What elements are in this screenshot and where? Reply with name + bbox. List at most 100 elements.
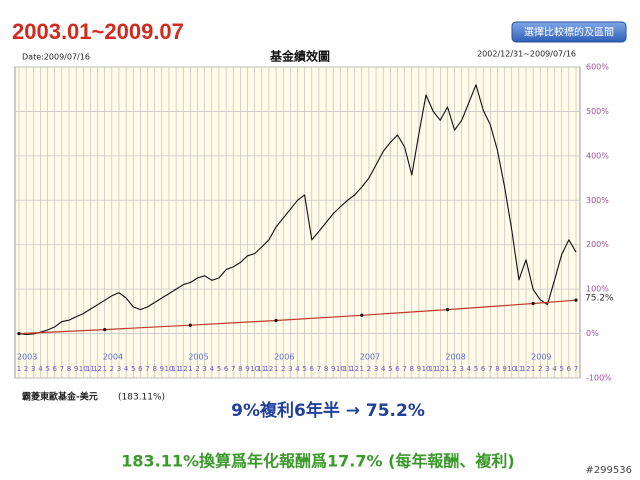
x-month-label: 4 [124,365,129,373]
x-month-label: 9 [245,365,249,373]
x-month-label: 8 [324,365,328,373]
x-month-label: 1 [531,365,535,373]
reference-point [103,327,107,332]
x-month-label: 4 [467,365,472,373]
x-month-label: 4 [295,365,300,373]
x-month-label: 10 [79,365,88,373]
x-month-label: 1 [102,365,106,373]
x-month-label: 7 [60,365,64,373]
x-month-label: 6 [224,365,229,373]
note: 183.11%換算爲年化報酬爲17.7% (每年報酬、複利) [121,452,514,471]
x-month-label: 10 [507,365,516,373]
reference-point [17,331,21,336]
y-tick-label: 600% [586,63,609,72]
x-year-label: 2004 [103,353,123,362]
x-month-label: 10 [250,365,259,373]
x-month-label: 7 [145,365,149,373]
x-month-label: 5 [559,365,563,373]
x-month-label: 2 [538,365,542,373]
x-year-label: 2005 [188,353,208,362]
x-month-label: 3 [374,365,378,373]
x-month-label: 9 [417,365,421,373]
reference-point [445,308,450,312]
x-month-label: 3 [288,365,292,373]
value-label: 75.2% [585,294,614,304]
x-month-label: 6 [567,365,572,373]
x-month-label: 2 [452,365,456,373]
x-month-label: 5 [474,365,478,373]
x-month-label: 11 [514,365,523,373]
reference-point [188,323,192,327]
x-month-label: 2 [24,365,28,373]
x-month-label: 1 [445,365,449,373]
reference-line [18,299,577,335]
compare-button[interactable] [511,21,627,43]
reference-point [274,318,278,323]
x-month-label: 5 [217,365,221,373]
legend-total: (183.11%) [118,393,165,403]
x-month-label: 2 [281,365,285,373]
compare-button-label[interactable]: 選擇比較標的及區間 [524,26,614,39]
x-month-label: 5 [388,365,392,373]
x-month-label: 1 [274,365,278,373]
x-month-label: 11 [172,365,181,373]
note: 9%複利6年半 → 75.2% [231,400,425,421]
x-month-label: 3 [117,365,121,373]
x-month-label: 9 [160,365,164,373]
x-month-label: 8 [495,365,499,373]
x-month-label: 3 [460,365,464,373]
x-month-label: 6 [310,365,315,373]
x-month-label: 12 [436,365,445,373]
x-month-label: 11 [257,365,266,373]
x-month-label: 8 [238,365,242,373]
x-month-label: 12 [350,365,359,373]
x-month-label: 3 [202,365,206,373]
x-month-label: 2 [110,365,114,373]
x-month-label: 3 [545,365,549,373]
reference-point [531,301,535,306]
x-month-label: 12 [264,365,273,373]
x-month-label: 5 [45,365,49,373]
reference-point [360,313,364,317]
x-month-label: 8 [67,365,71,373]
x-month-label: 10 [422,365,431,373]
x-month-label: 10 [336,365,345,373]
x-month-label: 1 [360,365,364,373]
date-label: Date:2009/07/16 [22,53,90,62]
x-month-label: 6 [481,365,486,373]
watermark: #299536 [585,465,632,476]
y-tick-label: 0% [586,329,599,338]
x-month-label: 12 [93,365,102,373]
x-month-label: 7 [402,365,406,373]
x-month-label: 4 [381,365,386,373]
x-month-label: 10 [165,365,174,373]
range-label: 2002/12/31~2009/07/16 [477,50,576,59]
reference-point [574,298,578,302]
x-month-label: 9 [502,365,506,373]
x-year-label: 2008 [445,353,465,362]
x-year-label: 2007 [360,353,380,362]
x-month-label: 11 [429,365,438,373]
y-tick-label: 400% [586,151,609,160]
fund-line [18,84,577,336]
x-month-label: 2 [195,365,199,373]
x-month-label: 7 [574,365,578,373]
x-month-label: 6 [52,365,57,373]
x-month-label: 9 [74,365,78,373]
x-month-label: 6 [138,365,143,373]
x-month-label: 9 [331,365,335,373]
x-month-label: 12 [522,365,531,373]
y-tick-label: -100% [586,374,612,383]
y-tick-label: 100% [586,285,609,294]
x-year-label: 2003 [17,353,37,362]
x-month-label: 11 [343,365,352,373]
x-month-label: 12 [179,365,188,373]
y-tick-label: 200% [586,240,609,249]
x-month-label: 7 [231,365,235,373]
x-year-label: 2009 [531,353,551,362]
x-month-label: 8 [152,365,156,373]
x-month-label: 5 [302,365,306,373]
y-tick-label: 300% [586,196,609,205]
y-tick-label: 500% [586,107,609,116]
